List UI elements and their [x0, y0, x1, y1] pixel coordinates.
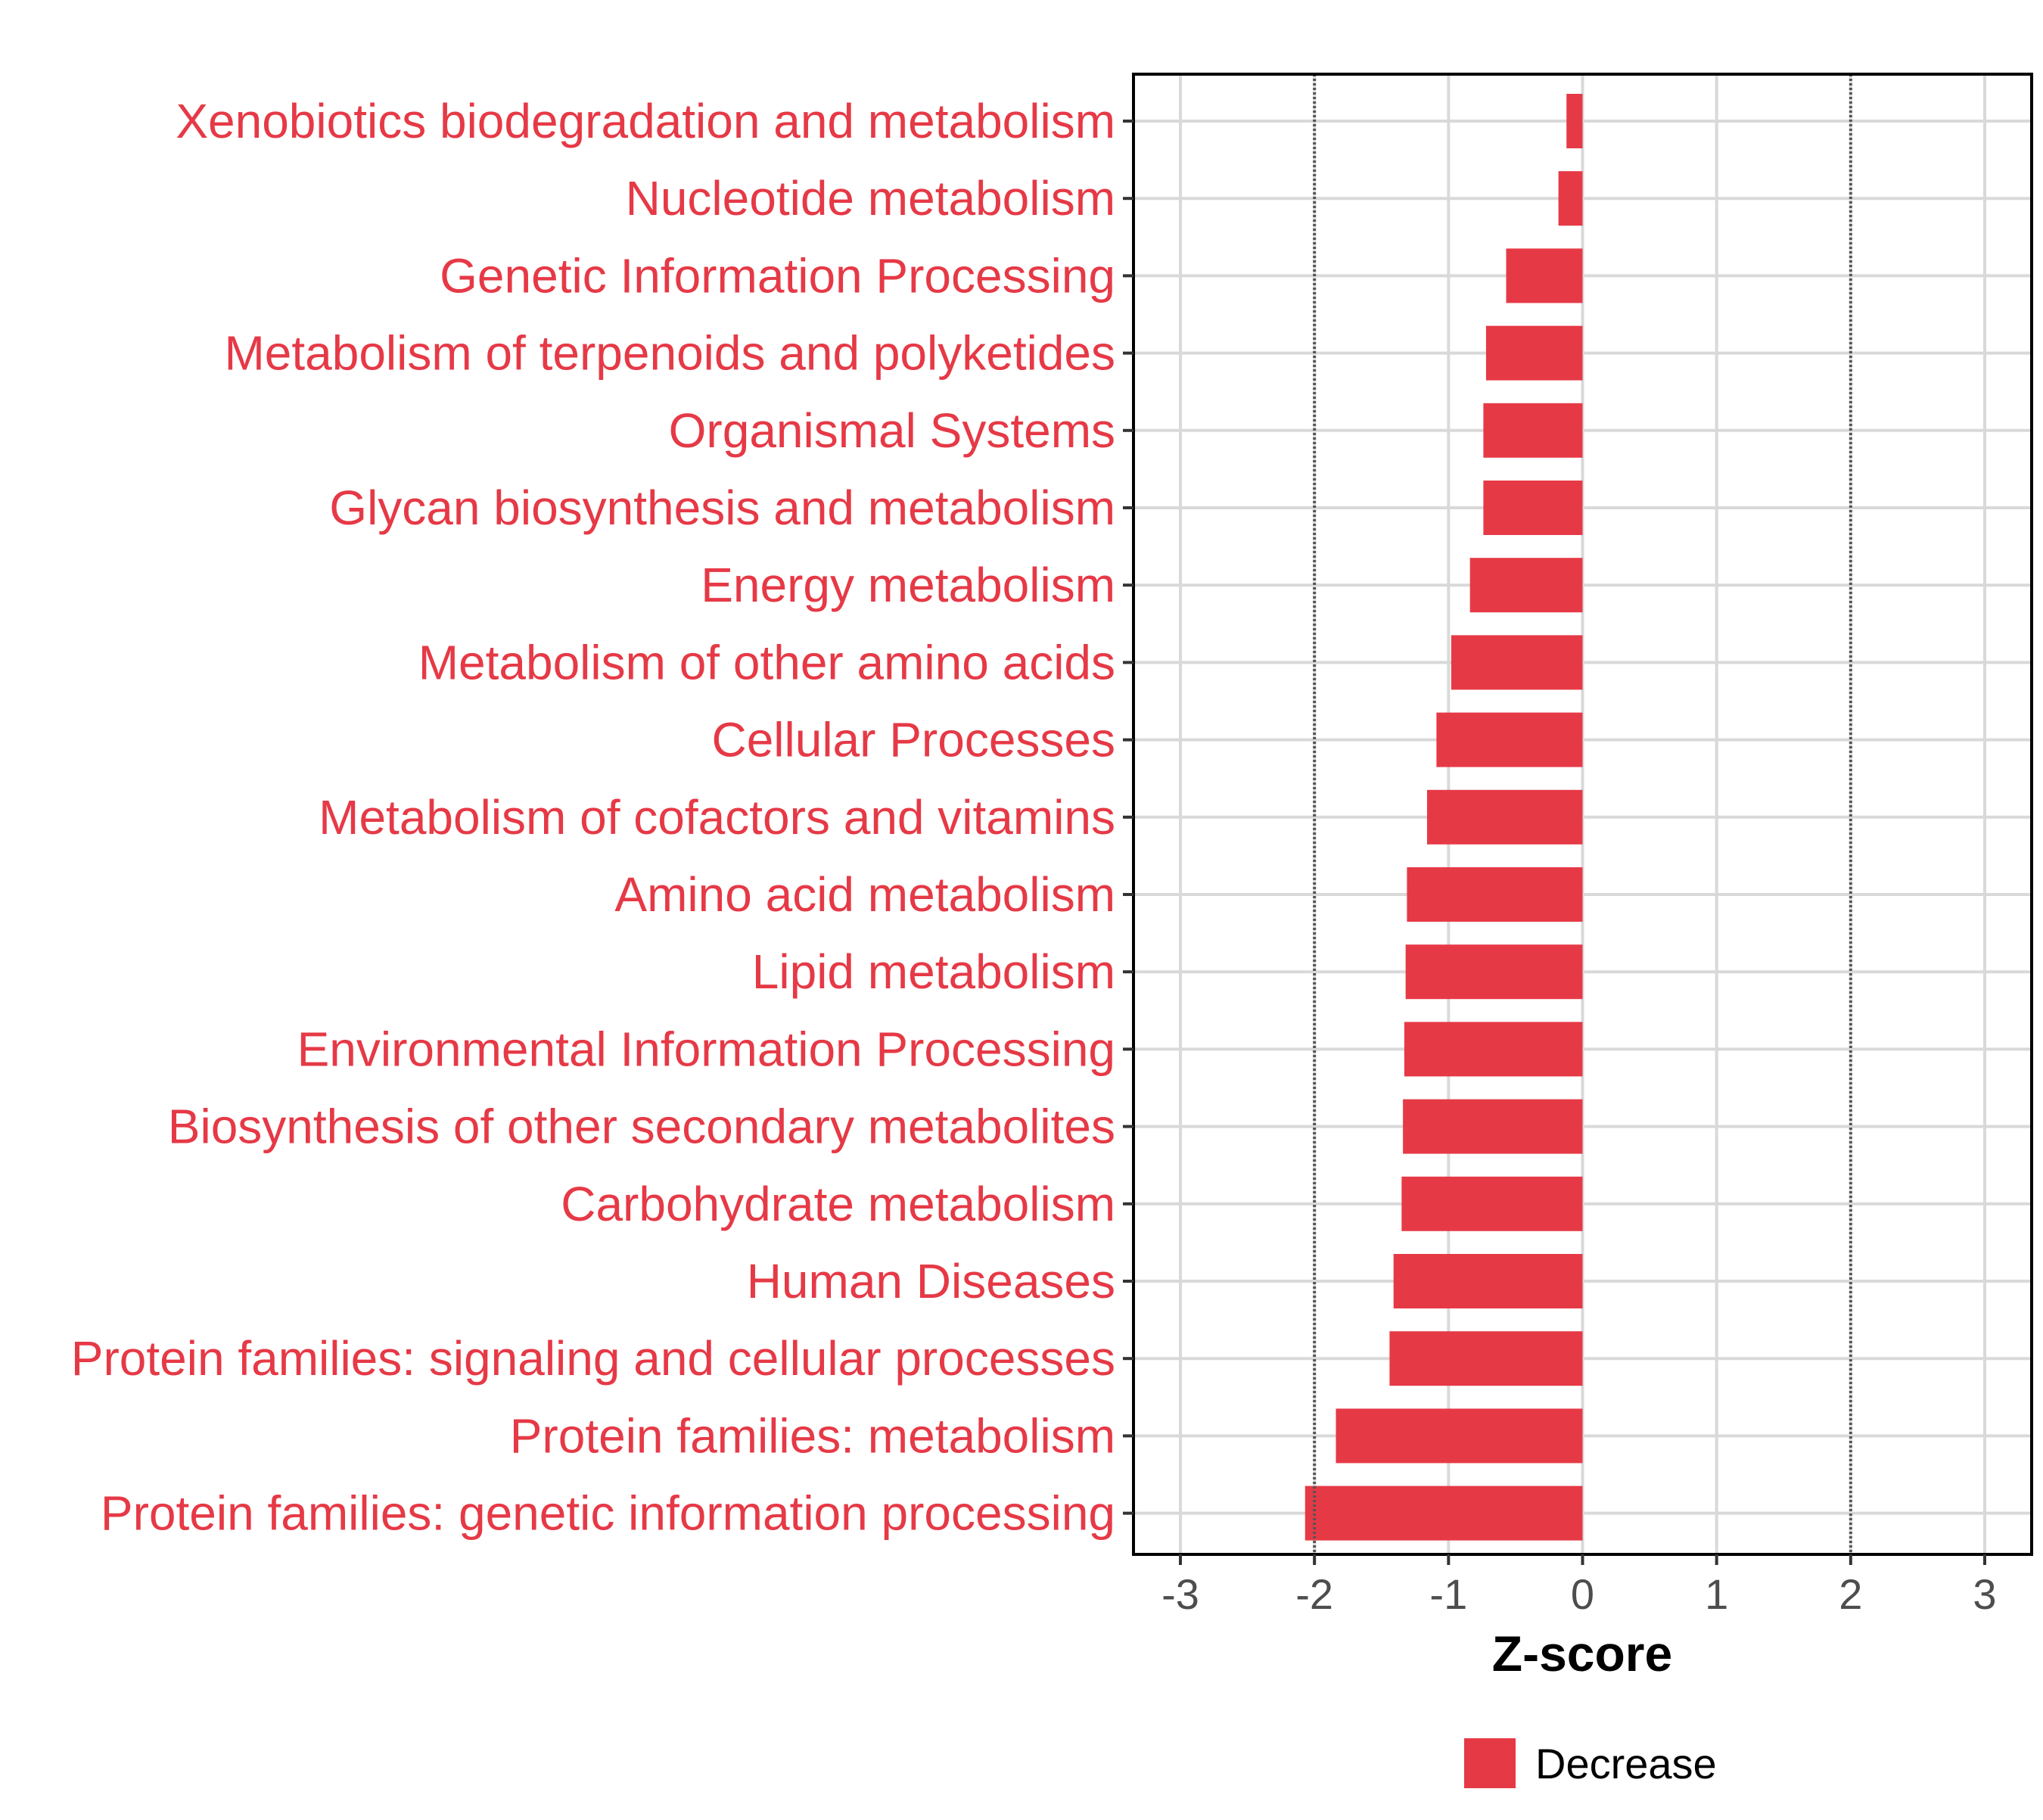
category-label: Environmental Information Processing [297, 1022, 1115, 1076]
category-label: Metabolism of terpenoids and polyketides [224, 326, 1115, 381]
x-tick-label: -3 [1161, 1570, 1199, 1618]
category-label: Human Diseases [747, 1254, 1115, 1308]
x-tick-label: -1 [1429, 1570, 1467, 1618]
x-tick-label: 3 [1973, 1570, 1996, 1618]
bar-3 [1506, 248, 1583, 303]
bars-layer [1304, 94, 1583, 1541]
bar-7 [1469, 558, 1583, 613]
bar-6 [1483, 481, 1583, 535]
bar-5 [1483, 403, 1583, 458]
bar-18 [1336, 1408, 1583, 1464]
bar-19 [1304, 1486, 1583, 1541]
bar-16 [1393, 1254, 1583, 1308]
x-tick-label: 2 [1839, 1570, 1862, 1618]
category-label: Protein families: genetic information pr… [101, 1486, 1115, 1541]
category-label: Carbohydrate metabolism [561, 1177, 1115, 1231]
bar-13 [1404, 1022, 1583, 1077]
bar-17 [1389, 1331, 1583, 1386]
bar-9 [1436, 712, 1583, 767]
category-label: Energy metabolism [701, 558, 1115, 612]
bar-11 [1407, 867, 1583, 922]
category-label: Genetic Information Processing [440, 248, 1115, 303]
category-label: Lipid metabolism [752, 944, 1115, 999]
category-label: Biosynthesis of other secondary metaboli… [168, 1100, 1115, 1154]
bar-8 [1451, 635, 1583, 690]
bar-10 [1426, 789, 1583, 845]
bar-1 [1566, 94, 1583, 148]
category-label: Protein families: signaling and cellular… [71, 1331, 1115, 1386]
bar-2 [1558, 171, 1583, 226]
legend-label-decrease: Decrease [1535, 1740, 1717, 1787]
x-tick-label: 0 [1571, 1570, 1594, 1618]
x-tick-label: 1 [1705, 1570, 1728, 1618]
category-label: Organismal Systems [669, 403, 1115, 458]
bar-14 [1403, 1099, 1583, 1154]
category-label: Metabolism of cofactors and vitamins [319, 790, 1115, 845]
category-label: Metabolism of other amino acids [418, 635, 1115, 689]
legend-swatch-decrease [1464, 1738, 1516, 1788]
ticks-layer: -3 -2 -1 0 1 2 3 [1123, 120, 1997, 1618]
category-label: Xenobiotics biodegradation and metabolis… [176, 94, 1115, 148]
category-label: Protein families: metabolism [510, 1408, 1115, 1463]
category-label: Nucleotide metabolism [626, 171, 1115, 226]
legend: Decrease [1464, 1738, 1717, 1788]
bar-12 [1405, 944, 1583, 1000]
category-labels: Xenobiotics biodegradation and metabolis… [71, 94, 1115, 1541]
category-label: Glycan biosynthesis and metabolism [329, 481, 1115, 535]
reference-lines-layer [1313, 74, 1852, 1554]
x-tick-label: -2 [1295, 1570, 1333, 1618]
category-label: Cellular Processes [711, 713, 1115, 767]
category-label: Amino acid metabolism [614, 867, 1115, 922]
bar-4 [1485, 325, 1583, 381]
x-axis-title: Z-score [1492, 1626, 1672, 1682]
bar-15 [1401, 1176, 1583, 1231]
